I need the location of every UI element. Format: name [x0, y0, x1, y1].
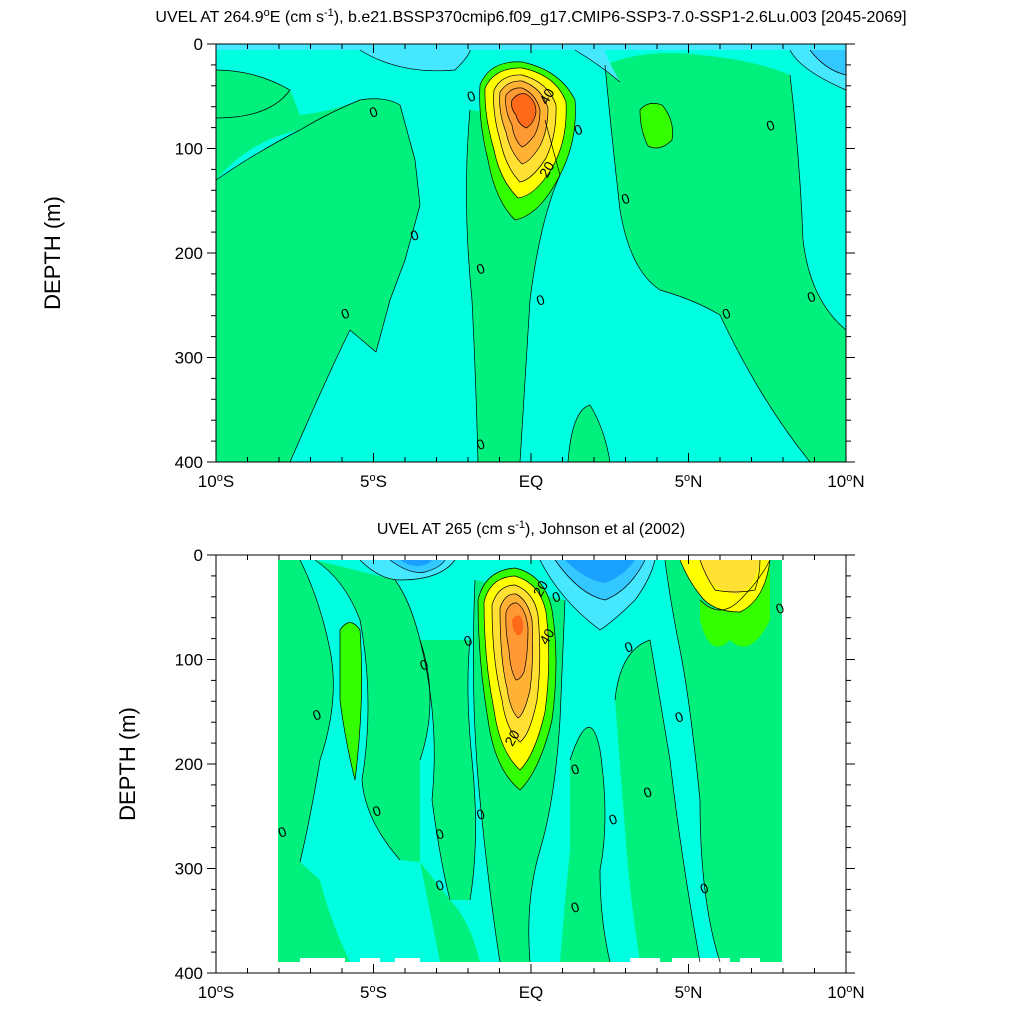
y-axis-label-bottom: DEPTH (m) — [115, 707, 140, 821]
x-tick-label: 10oS — [198, 983, 234, 1002]
x-tick-label: 5oN — [675, 472, 703, 491]
ticks-top: 10oS 5oS EQ 5oN 10oN 0 100 200 300 400 — [175, 35, 865, 491]
y-tick-label: 100 — [175, 651, 203, 670]
panel-bottom: UVEL AT 265 (cm s-1), Johnson et al (200… — [115, 519, 865, 1002]
y-axis-label-top: DEPTH (m) — [40, 196, 65, 310]
y-tick-label: 300 — [175, 349, 203, 368]
ticks-bottom: 10oS 5oS EQ 5oN 10oN 0 100 200 300 400 — [175, 546, 865, 1002]
y-tick-label: 300 — [175, 860, 203, 879]
contour-label: 20 — [530, 578, 552, 600]
contour-fill-bottom — [216, 555, 846, 973]
contour-label: 40 — [536, 626, 558, 648]
y-tick-label: 400 — [175, 964, 203, 983]
contour-fill-top — [216, 44, 846, 462]
x-tick-label: 5oN — [675, 983, 703, 1002]
x-tick-label: 10oS — [198, 472, 234, 491]
contour-label: 20 — [501, 727, 523, 749]
chart-title-bottom: UVEL AT 265 (cm s-1), Johnson et al (200… — [377, 519, 685, 538]
y-tick-label: 0 — [194, 35, 203, 54]
x-tick-label: 10oN — [827, 983, 864, 1002]
panel-top: UVEL AT 264.9oE (cm s-1), b.e21.BSSP370c… — [40, 7, 907, 491]
y-tick-label: 400 — [175, 453, 203, 472]
y-tick-label: 0 — [194, 546, 203, 565]
chart-title-top: UVEL AT 264.9oE (cm s-1), b.e21.BSSP370c… — [155, 7, 906, 26]
x-tick-label: 5oS — [360, 983, 387, 1002]
y-tick-label: 200 — [175, 244, 203, 263]
x-tick-label: 5oS — [360, 472, 387, 491]
y-tick-label: 200 — [175, 755, 203, 774]
x-tick-label: EQ — [519, 472, 544, 491]
y-tick-label: 100 — [175, 140, 203, 159]
contour-label: 20 — [536, 158, 558, 180]
x-tick-label: 10oN — [827, 472, 864, 491]
contour-label: 40 — [536, 85, 558, 107]
x-tick-label: EQ — [519, 983, 544, 1002]
